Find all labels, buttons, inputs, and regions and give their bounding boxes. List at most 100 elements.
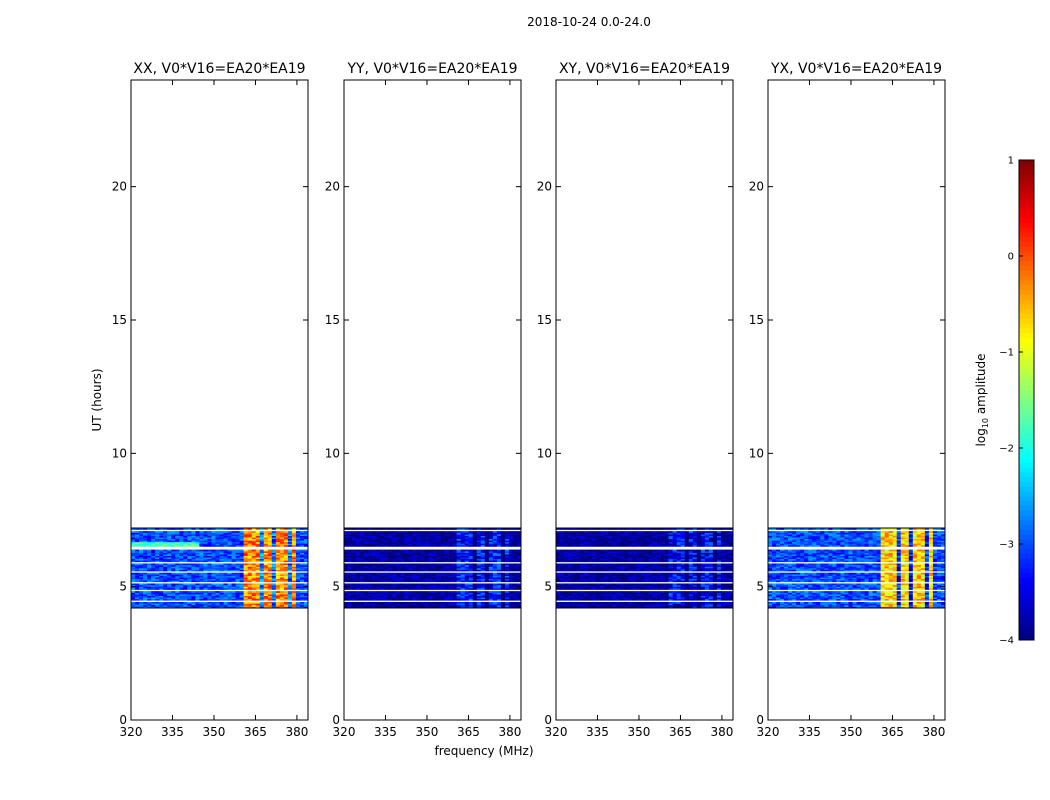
heatmap-cell (295, 555, 301, 558)
heatmap-cell (295, 540, 301, 543)
heatmap-cell (239, 606, 244, 609)
heatmap-cell (135, 560, 140, 563)
heatmap-cell (348, 575, 353, 578)
heatmap-cell (472, 606, 478, 609)
heatmap-cell (243, 532, 248, 535)
heatmap-cell (303, 580, 309, 583)
heatmap-cell (500, 551, 506, 553)
heatmap-cell (380, 549, 385, 552)
heatmap-cell (468, 577, 474, 580)
heatmap-cell (656, 601, 661, 604)
heatmap-cell (388, 531, 393, 533)
heatmap-cell (568, 598, 573, 601)
heatmap-cell (376, 569, 381, 572)
heatmap-cell (636, 592, 641, 595)
heatmap-cell (283, 594, 289, 596)
heatmap-cell (404, 594, 409, 596)
heatmap-cell (420, 597, 425, 600)
heatmap-cell (271, 532, 277, 535)
heatmap-cell (388, 569, 393, 572)
heatmap-cell (392, 538, 397, 541)
heatmap-cell (704, 584, 710, 587)
heatmap-cell (299, 580, 305, 583)
heatmap-cell (488, 537, 494, 540)
heatmap-cell (460, 555, 465, 558)
heatmap-cell (147, 532, 152, 535)
heatmap-cell (580, 595, 585, 598)
heatmap-cell (392, 541, 397, 544)
heatmap-cell (151, 586, 156, 589)
heatmap-cell (608, 584, 613, 587)
heatmap-cell (440, 563, 445, 566)
heatmap-cell (600, 577, 605, 580)
heatmap-cell (392, 557, 397, 560)
heatmap-cell (235, 591, 240, 593)
heatmap-cell (279, 572, 285, 575)
heatmap-cell (211, 595, 216, 598)
heatmap-cell (291, 580, 297, 583)
heatmap-cell (279, 558, 285, 561)
heatmap-cell (512, 564, 518, 567)
heatmap-cell (131, 569, 136, 572)
heatmap-cell (416, 557, 421, 560)
heatmap-cell (195, 531, 200, 533)
heatmap-cell (199, 544, 204, 547)
heatmap-cell (223, 535, 228, 538)
heatmap-cell (368, 591, 373, 593)
heatmap-cell (708, 598, 714, 601)
heatmap-cell (408, 531, 413, 533)
heatmap-cell (420, 583, 425, 586)
heatmap-cell (171, 555, 176, 558)
heatmap-cell (356, 537, 361, 540)
heatmap-cell (239, 597, 244, 600)
heatmap-cell (187, 566, 192, 569)
heatmap-cell (163, 563, 168, 566)
heatmap-cell (468, 538, 474, 541)
heatmap-cell (448, 544, 453, 547)
heatmap-cell (588, 601, 593, 604)
heatmap-cell (167, 557, 172, 560)
heatmap-cell (588, 577, 593, 580)
heatmap-cell (648, 601, 653, 604)
heatmap-cell (299, 575, 305, 578)
heatmap-cell (428, 603, 433, 606)
heatmap-cell (295, 584, 301, 587)
heatmap-cell (275, 549, 281, 552)
heatmap-cell (344, 578, 349, 581)
heatmap-cell (207, 538, 212, 541)
heatmap-cell (179, 560, 184, 563)
heatmap-cell (283, 552, 289, 555)
heatmap-cell (203, 534, 208, 536)
heatmap-cell (255, 595, 261, 598)
heatmap-cell (139, 563, 144, 566)
heatmap-cell (131, 594, 136, 596)
heatmap-cell (175, 531, 180, 533)
heatmap-cell (303, 563, 309, 566)
heatmap-cell (676, 598, 682, 601)
heatmap-cell (279, 577, 285, 580)
heatmap-cell (239, 532, 244, 535)
heatmap-cell (496, 580, 502, 583)
heatmap-cell (388, 544, 393, 547)
heatmap-cell (143, 575, 148, 578)
heatmap-cell (452, 577, 457, 580)
heatmap-cell (380, 560, 385, 563)
heatmap-cell (364, 528, 369, 530)
heatmap-cell (712, 591, 718, 593)
heatmap-cell (344, 534, 349, 536)
heatmap-cell (231, 583, 236, 586)
heatmap-cell (644, 601, 649, 604)
heatmap-cell (560, 583, 565, 586)
heatmap-cell (227, 575, 232, 578)
heatmap-cell (211, 551, 216, 553)
heatmap-cell (492, 588, 498, 590)
heatmap-cell (608, 604, 613, 607)
heatmap-cell (480, 549, 486, 552)
heatmap-cell (416, 595, 421, 598)
heatmap-cell (696, 604, 702, 607)
heatmap-cell (255, 603, 261, 606)
heatmap-cell (456, 578, 461, 581)
heatmap-cell (139, 564, 144, 567)
heatmap-cell (372, 540, 377, 543)
heatmap-cell (452, 563, 457, 566)
